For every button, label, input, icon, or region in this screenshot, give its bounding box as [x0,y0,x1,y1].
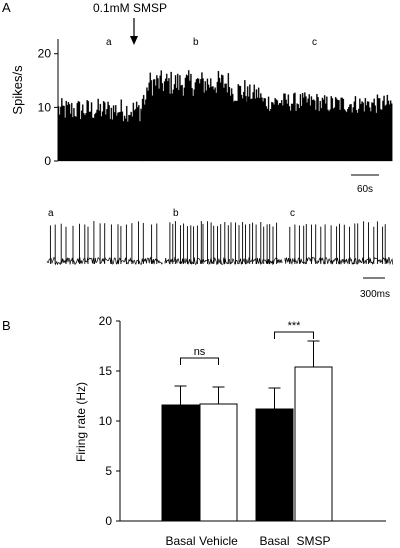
significance-bracket [180,357,219,365]
bar-chart-ticks: 0 5 10 15 20 [99,314,120,528]
histogram-ticks: 0 10 20 [38,47,58,168]
firing-rate-bar-chart: Firing rate (Hz) 0 5 10 15 20 ns *** Basal Veh… [74,314,386,548]
epoch-label-c: c [312,37,317,48]
panel-a-letter: A [2,0,11,15]
bar-chart-category-labels: Basal Vehicle Basal SMSP [165,534,330,548]
significance-bracket [274,331,314,339]
histogram-segment-b [141,70,247,162]
trace-noise-c [284,256,394,266]
bar-category-label: SMSP [296,534,330,548]
histogram-segment-c [245,84,393,162]
significance-label: *** [288,320,302,332]
bar-chart-y-tick-label: 0 [105,514,112,528]
panel-b-letter: B [2,318,11,333]
histogram-y-axis-label: Spikes/s [10,65,25,115]
bar-vehicle-1 [199,403,238,522]
drug-arrow [130,18,138,45]
trace-scalebar-label: 300ms [360,289,390,300]
bar-chart-y-tick-label: 5 [105,464,112,478]
histogram-y-tick-label: 10 [38,100,52,114]
histogram-bars [57,70,393,162]
trace-label-b: b [173,208,179,219]
bar-chart-y-tick-label: 15 [99,364,113,378]
epoch-label-b: b [193,37,199,48]
bar-chart-y-tick-label: 10 [99,414,113,428]
histogram-y-tick-label: 0 [44,154,51,168]
bar-basal-0 [161,404,200,522]
bar-category-label: Vehicle [199,534,238,548]
epoch-label-a: a [106,37,112,48]
bar-basal-2 [255,408,294,522]
drug-annotation: 0.1mM SMSP [93,1,167,15]
bar-chart-axes [119,321,386,522]
spike-traces: a b c 300ms [46,208,394,300]
trace-paths [46,221,394,266]
trace-noise-b [164,256,283,266]
bar-chart-bars [161,366,333,522]
histogram-segment-a [57,98,143,162]
bar-chart-error-bars [174,340,320,409]
bar-chart-y-axis-label: Firing rate (Hz) [74,382,88,462]
significance-markers: ns *** [180,320,314,365]
significance-label: ns [194,346,206,358]
bar-category-label: Basal [165,534,195,548]
trace-label-a: a [48,208,54,219]
rate-histogram: Spikes/s 0 10 20 0.1mM SMSP a b c 60s [10,1,393,195]
trace-label-c: c [290,208,295,219]
histogram-scalebar-label: 60s [357,184,373,195]
bar-smsp-3 [294,366,333,522]
histogram-y-tick-label: 20 [38,47,52,61]
bar-category-label: Basal [259,534,289,548]
bar-chart-y-tick-label: 20 [99,314,113,328]
